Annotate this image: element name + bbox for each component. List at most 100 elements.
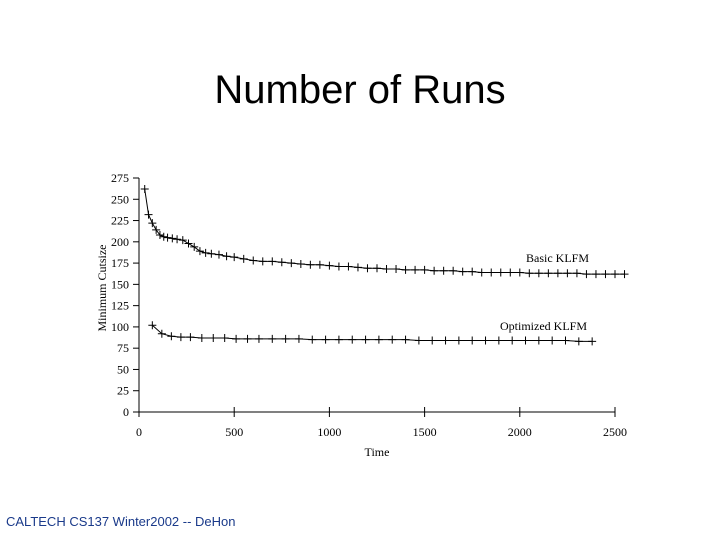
y-ticks: 0 25 50 75 100 125 150 175 200 225 250 275 [111, 171, 139, 419]
x-tick-label: 2500 [603, 425, 627, 439]
data-point [363, 264, 372, 273]
data-point [414, 336, 423, 345]
y-tick-label: 200 [111, 235, 129, 249]
data-point [430, 266, 439, 275]
data-point [258, 257, 267, 266]
data-point [334, 262, 343, 271]
data-point [287, 259, 296, 268]
data-point [294, 334, 303, 343]
x-ticks: 0 500 1000 1500 2000 2500 [136, 407, 627, 439]
data-point [468, 336, 477, 345]
data-point [186, 333, 195, 342]
data-point [373, 264, 381, 273]
data-point [601, 270, 610, 279]
series-basic-klfm [140, 185, 629, 279]
data-point [401, 335, 410, 344]
x-tick-label: 1500 [413, 425, 437, 439]
data-point [534, 269, 543, 278]
y-tick-label: 100 [111, 320, 129, 334]
y-tick-label: 250 [111, 192, 129, 206]
data-point [201, 248, 210, 257]
data-point [232, 334, 241, 343]
data-point [454, 336, 463, 345]
data-point [468, 267, 477, 276]
data-point [544, 269, 553, 278]
data-point [420, 265, 429, 274]
data-point [268, 334, 277, 343]
data-point [344, 262, 353, 271]
x-tick-label: 2000 [508, 425, 532, 439]
data-point [521, 336, 530, 345]
data-point [148, 219, 157, 228]
data-point [620, 270, 629, 279]
data-point [315, 260, 324, 269]
data-point [222, 252, 231, 261]
data-point [588, 337, 597, 346]
data-point [392, 265, 401, 274]
data-point [209, 333, 218, 342]
y-axis-title: Minimum Cutsize [95, 245, 109, 332]
y-tick-label: 150 [111, 277, 129, 291]
data-point [487, 268, 496, 277]
data-point [214, 250, 223, 259]
data-point [325, 261, 334, 270]
y-tick-label: 50 [117, 362, 129, 376]
series-optimized-klfm [148, 321, 597, 346]
series-label-basic-klfm: Basic KLFM [526, 251, 589, 265]
data-point [361, 335, 370, 344]
data-point [306, 260, 315, 269]
data-point [508, 336, 517, 345]
data-point [140, 185, 149, 194]
data-point [411, 265, 420, 274]
data-point [152, 225, 161, 234]
data-point [281, 334, 290, 343]
data-point [563, 269, 572, 278]
data-point [308, 335, 317, 344]
data-point [458, 267, 467, 276]
data-point [481, 336, 490, 345]
axes [138, 178, 615, 413]
data-point [243, 334, 252, 343]
data-point [195, 247, 204, 256]
data-point [353, 263, 362, 272]
data-point [348, 335, 357, 344]
data-point [167, 332, 176, 341]
x-tick-label: 500 [225, 425, 243, 439]
y-tick-label: 25 [117, 384, 129, 398]
data-point [197, 333, 206, 342]
data-point [159, 232, 168, 241]
y-tick-label: 275 [111, 171, 129, 185]
y-tick-label: 75 [117, 341, 129, 355]
data-point [561, 336, 570, 345]
data-point [401, 265, 410, 274]
data-point [178, 236, 187, 245]
data-point [441, 336, 450, 345]
data-point [148, 321, 157, 330]
data-point [296, 259, 305, 268]
data-point [574, 337, 583, 346]
data-point [428, 336, 437, 345]
y-tick-label: 125 [111, 299, 129, 313]
data-point [515, 268, 524, 277]
data-point [176, 333, 185, 342]
data-point [268, 257, 277, 266]
data-point [582, 270, 591, 279]
data-point [334, 335, 343, 344]
data-point [144, 210, 153, 219]
data-point [321, 335, 330, 344]
data-point [388, 335, 397, 344]
data-point [220, 333, 229, 342]
data-point [591, 270, 600, 279]
data-point [168, 234, 177, 243]
data-point [382, 265, 391, 274]
data-point [534, 336, 543, 345]
data-point [553, 269, 562, 278]
data-point [277, 258, 286, 267]
data-point [239, 254, 248, 263]
series-label-optimized-klfm: Optimized KLFM [500, 319, 587, 333]
data-point [190, 242, 199, 251]
y-tick-label: 175 [111, 256, 129, 270]
data-point [548, 336, 557, 345]
data-point [249, 256, 258, 265]
